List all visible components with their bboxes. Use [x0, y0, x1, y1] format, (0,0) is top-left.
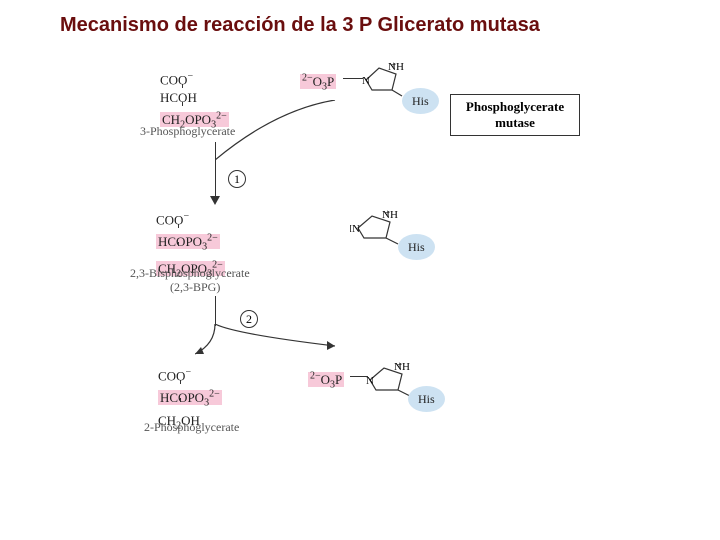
- mol-line: COO−: [160, 70, 229, 87]
- mol-line: COO−: [156, 210, 225, 227]
- mol-label-2pg: 2-Phosphoglycerate: [144, 420, 239, 435]
- phosphate-tag: 2−O3P: [300, 74, 336, 89]
- arrow1-head: [210, 196, 220, 205]
- curve-merge-1: [215, 100, 345, 170]
- svg-text:+: +: [385, 208, 390, 218]
- svg-text:N: N: [362, 75, 370, 87]
- svg-text:HN: HN: [350, 223, 360, 235]
- page-title: Mecanismo de reacción de la 3 P Glicerat…: [60, 14, 540, 37]
- step-circle-2: 2: [240, 310, 258, 328]
- his-blue-top: His: [402, 88, 439, 114]
- mol-line: HCOPO32−: [158, 387, 222, 410]
- mol-line: COO−: [158, 366, 222, 383]
- step-circle-1: 1: [228, 170, 246, 188]
- arrow2-shaft: [215, 296, 216, 326]
- enzyme-box: Phosphoglyceratemutase: [450, 94, 580, 136]
- mol-label-23bpg-2: (2,3-BPG): [170, 280, 220, 295]
- phosphate-tag-bot: 2−O3P: [308, 372, 344, 387]
- enzyme-phosphohis-bot: 2−O3P: [308, 370, 344, 393]
- enzyme-phosphohis-top: 2−O3P: [300, 72, 336, 95]
- diagram-canvas: COO− HCOH CH2OPO32− 3-Phosphoglycerate 2…: [140, 70, 600, 520]
- his-blue-mid: His: [398, 234, 435, 260]
- svg-text:N: N: [366, 375, 374, 387]
- svg-text:+: +: [391, 62, 396, 70]
- bond-line: [343, 78, 363, 79]
- mol-line: HCOPO32−: [156, 231, 225, 254]
- his-blue-bot: His: [408, 386, 445, 412]
- mol-label-23bpg: 2,3-Bisphosphoglycerate: [130, 266, 250, 281]
- svg-text:+: +: [397, 360, 402, 370]
- split-curve: [195, 324, 345, 364]
